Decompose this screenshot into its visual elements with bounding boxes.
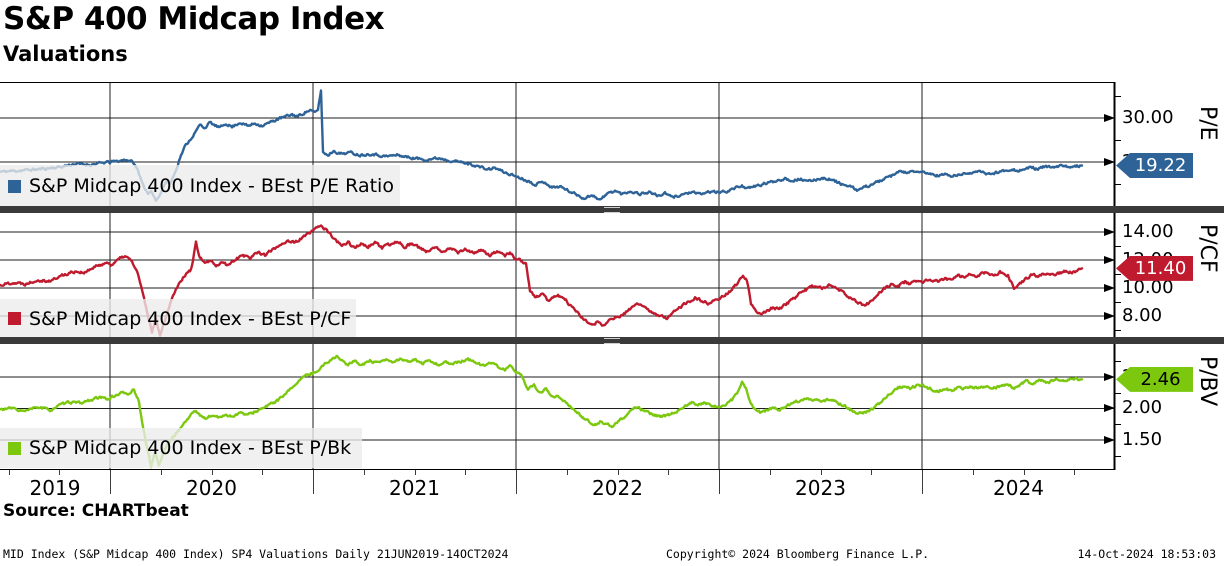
x-axis-year-2023: 2023 bbox=[795, 476, 846, 500]
axis-arrow-icon bbox=[1104, 372, 1115, 381]
y-minor-tick bbox=[1115, 392, 1121, 394]
y-tick-label: 1.50 bbox=[1122, 428, 1163, 450]
value-tag-pcf: 11.40 bbox=[1116, 255, 1193, 281]
y-minor-tick bbox=[1115, 361, 1121, 363]
page-subtitle: Valuations bbox=[3, 42, 128, 66]
x-quarter-tick bbox=[567, 470, 568, 475]
x-quarter-tick bbox=[973, 470, 974, 475]
y-minor-tick bbox=[1115, 302, 1121, 303]
x-quarter-tick bbox=[668, 470, 669, 475]
x-quarter-tick bbox=[618, 470, 619, 475]
y-tick-label: 14.00 bbox=[1122, 221, 1174, 243]
axis-arrow-icon bbox=[1104, 435, 1115, 444]
x-axis-year-2019: 2019 bbox=[29, 476, 81, 500]
x-year-tick bbox=[516, 470, 517, 494]
x-quarter-tick bbox=[821, 470, 822, 475]
x-quarter-tick bbox=[212, 470, 213, 475]
legend-pcf[interactable]: S&P Midcap 400 Index - BEst P/CF bbox=[0, 299, 356, 338]
x-quarter-tick bbox=[364, 470, 365, 475]
x-year-tick bbox=[313, 470, 314, 494]
timestamp-text: 14-Oct-2024 18:53:03 bbox=[1077, 547, 1216, 561]
x-quarter-tick bbox=[59, 470, 60, 475]
x-quarter-tick bbox=[770, 470, 771, 475]
axis-title-pcf: P/CF bbox=[1195, 223, 1220, 273]
pe-legend-marker-icon bbox=[8, 179, 21, 193]
panel-divider-2[interactable] bbox=[0, 337, 1224, 344]
axis-arrow-icon bbox=[1104, 256, 1115, 265]
x-year-tick bbox=[719, 470, 720, 494]
source-label: Source: CHARTbeat bbox=[3, 501, 189, 521]
page-title: S&P 400 Midcap Index bbox=[3, 1, 385, 37]
x-quarter-tick bbox=[262, 470, 263, 475]
y-minor-tick bbox=[1115, 455, 1121, 457]
pe-series-line bbox=[0, 89, 1084, 202]
legend-pcf-label: S&P Midcap 400 Index - BEst P/CF bbox=[29, 307, 352, 330]
legend-pe-label: S&P Midcap 400 Index - BEst P/E Ratio bbox=[29, 175, 394, 197]
y-minor-tick bbox=[1115, 184, 1121, 186]
axis-title-pe: P/E bbox=[1195, 105, 1220, 141]
x-quarter-tick bbox=[9, 470, 10, 475]
x-quarter-tick bbox=[1024, 470, 1025, 475]
y-minor-tick bbox=[1115, 274, 1121, 275]
legend-pe[interactable]: S&P Midcap 400 Index - BEst P/E Ratio bbox=[0, 165, 400, 207]
pbv-legend-marker-icon bbox=[8, 441, 21, 455]
x-quarter-tick bbox=[161, 470, 162, 475]
axis-title-pbv: P/BV bbox=[1195, 355, 1220, 406]
x-axis-year-2024: 2024 bbox=[993, 476, 1044, 500]
y-minor-tick bbox=[1115, 424, 1121, 425]
x-axis-year-2022: 2022 bbox=[592, 476, 643, 500]
y-minor-tick bbox=[1115, 330, 1121, 331]
panel-divider-1[interactable] bbox=[0, 206, 1224, 213]
y-tick-label: 10.00 bbox=[1122, 277, 1174, 299]
axis-arrow-icon bbox=[1104, 404, 1115, 413]
y-minor-tick bbox=[1115, 96, 1121, 98]
x-quarter-tick bbox=[871, 470, 872, 475]
value-tag-pe: 19.22 bbox=[1116, 153, 1193, 179]
x-year-tick bbox=[110, 470, 111, 494]
divider-grip-icon[interactable] bbox=[604, 338, 620, 344]
y-tick-label: 30.00 bbox=[1122, 107, 1174, 129]
x-axis-year-2020: 2020 bbox=[186, 476, 237, 500]
y-minor-tick bbox=[1115, 246, 1121, 247]
x-quarter-tick bbox=[465, 470, 466, 475]
legend-pbv-label: S&P Midcap 400 Index - BEst P/Bk bbox=[29, 437, 352, 459]
y-tick-label: 2.00 bbox=[1122, 397, 1163, 419]
x-year-tick bbox=[922, 470, 923, 494]
axis-arrow-icon bbox=[1104, 114, 1115, 123]
value-tag-pbv: 2.46 bbox=[1116, 366, 1193, 392]
legend-pbv[interactable]: S&P Midcap 400 Index - BEst P/Bk bbox=[0, 428, 362, 468]
axis-arrow-icon bbox=[1104, 312, 1115, 321]
pcf-legend-marker-icon bbox=[8, 312, 21, 325]
x-axis-year-2021: 2021 bbox=[389, 476, 440, 500]
x-quarter-tick bbox=[1074, 470, 1075, 475]
y-tick-label: 8.00 bbox=[1122, 305, 1163, 327]
divider-grip-icon[interactable] bbox=[604, 207, 620, 213]
axis-arrow-icon bbox=[1104, 284, 1115, 293]
chart-meta-text: MID Index (S&P Midcap 400 Index) SP4 Val… bbox=[3, 547, 509, 561]
axis-arrow-icon bbox=[1104, 158, 1115, 167]
x-quarter-tick bbox=[415, 470, 416, 475]
pcf-series-line bbox=[0, 224, 1084, 337]
y-minor-tick bbox=[1115, 140, 1121, 142]
copyright-text: Copyright© 2024 Bloomberg Finance L.P. bbox=[666, 547, 930, 561]
axis-arrow-icon bbox=[1104, 228, 1115, 237]
